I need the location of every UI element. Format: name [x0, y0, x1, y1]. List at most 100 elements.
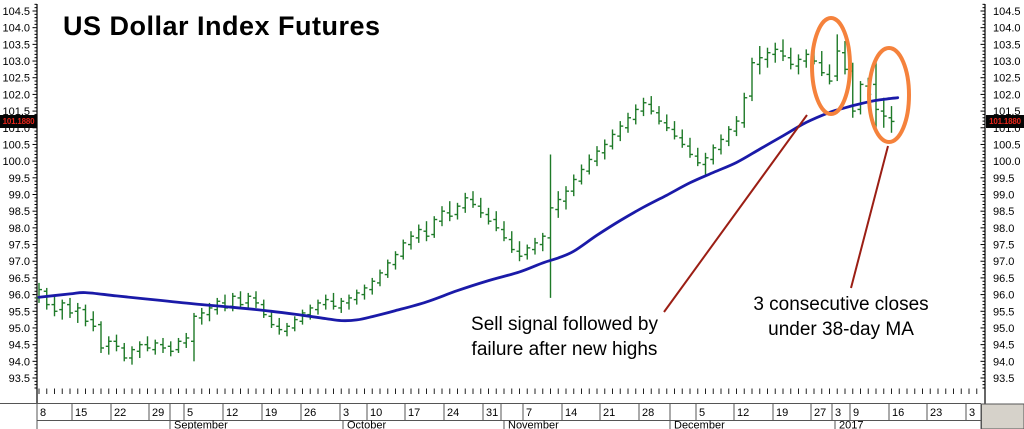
- ohlc-bar: [260, 299, 267, 318]
- week-label: 7: [526, 407, 532, 419]
- ohlc-bar: [617, 121, 624, 142]
- ohlc-bar: [532, 237, 538, 255]
- ohlc-bar: [198, 307, 205, 325]
- week-label: 24: [447, 407, 459, 419]
- y-tick-label: 98.0: [9, 223, 30, 235]
- y-tick-label: 93.5: [993, 373, 1014, 385]
- ohlc-bar: [477, 197, 484, 218]
- month-label: September: [174, 420, 228, 429]
- ohlc-bar: [67, 297, 73, 318]
- ohlc-bar: [516, 241, 523, 262]
- ohlc-bar: [857, 81, 864, 115]
- ohlc-bar: [369, 277, 376, 295]
- week-label: 14: [565, 407, 577, 419]
- y-tick-label: 103.5: [993, 39, 1021, 51]
- ohlc-bar: [462, 192, 469, 213]
- ohlc-bar: [191, 312, 197, 362]
- annotation-sell-signal-line1: Sell signal followed by: [471, 314, 658, 335]
- y-tick-label: 97.0: [9, 256, 30, 268]
- ohlc-bar: [880, 97, 887, 128]
- ohlc-bar: [780, 39, 786, 62]
- annotation-sell-signal-line2: failure after new highs: [471, 339, 658, 360]
- ohlc-bar: [136, 341, 143, 358]
- ohlc-bar: [787, 47, 794, 70]
- ohlc-bar: [764, 47, 771, 68]
- week-label: 9: [853, 407, 859, 419]
- week-label: 21: [603, 407, 615, 419]
- y-tick-label: 95.0: [993, 323, 1014, 335]
- y-tick-label: 95.5: [9, 306, 30, 318]
- ohlc-bar: [408, 231, 414, 250]
- ohlc-bar: [338, 297, 345, 313]
- week-label: 27: [814, 407, 826, 419]
- ohlc-bar: [795, 54, 802, 75]
- ohlc-bar: [175, 337, 182, 353]
- ohlc-bar: [377, 269, 383, 287]
- month-label: October: [347, 420, 386, 429]
- ohlc-bar: [74, 302, 81, 323]
- ohlc-bar: [160, 337, 166, 353]
- ohlc-bar: [439, 206, 445, 227]
- ohlc-bar: [315, 299, 321, 315]
- y-tick-label: 99.5: [993, 173, 1014, 185]
- y-tick-label: 96.5: [9, 273, 30, 285]
- ohlc-bar: [679, 129, 686, 148]
- ohlc-bar: [59, 299, 66, 320]
- y-tick-label: 103.0: [2, 56, 30, 68]
- ohlc-bar: [687, 137, 693, 158]
- ohlc-bar: [834, 34, 841, 82]
- y-tick-label: 104.5: [993, 6, 1021, 18]
- ohlc-bar: [222, 294, 228, 312]
- scale-end-cap: [981, 403, 1024, 429]
- ohlc-bar: [772, 42, 779, 63]
- week-label: 16: [892, 407, 904, 419]
- week-label: 12: [737, 407, 749, 419]
- ohlc-bar: [245, 292, 252, 310]
- ohlc-bar-series: [36, 34, 895, 365]
- y-tick-label: 94.5: [9, 340, 30, 352]
- y-tick-label: 104.0: [2, 23, 30, 35]
- y-tick-label: 95.0: [9, 323, 30, 335]
- ohlc-bar: [299, 309, 306, 325]
- ohlc-bar: [539, 232, 546, 252]
- ohlc-bar: [105, 336, 112, 355]
- ohlc-bar: [710, 144, 717, 165]
- ohlc-bar: [485, 207, 492, 225]
- week-label: 15: [75, 407, 87, 419]
- y-tick-label: 102.0: [993, 89, 1021, 101]
- ohlc-bar: [253, 291, 259, 308]
- y-tick-label: 96.0: [9, 290, 30, 302]
- ohlc-bar: [82, 304, 89, 327]
- y-tick-label: 98.5: [993, 206, 1014, 218]
- ohlc-bar: [113, 334, 120, 352]
- annotation-ma-break: 3 consecutive closes under 38-day MA: [737, 292, 945, 342]
- highlight-ellipse: [810, 16, 852, 116]
- week-label: 17: [408, 407, 420, 419]
- last-price-flag-left: 101.1880: [0, 115, 37, 128]
- ohlc-bar: [167, 341, 174, 357]
- y-tick-label: 99.0: [9, 190, 30, 202]
- ohlc-bar: [346, 294, 352, 310]
- ohlc-bar: [90, 311, 97, 332]
- y-tick-label: 99.0: [993, 190, 1014, 202]
- week-label: 5: [699, 407, 705, 419]
- y-tick-label: 100.5: [2, 139, 30, 151]
- ohlc-bar: [702, 152, 709, 175]
- ma-38day-line: [37, 96, 900, 323]
- ohlc-bar: [508, 231, 515, 253]
- ohlc-bar: [826, 64, 833, 85]
- y-tick-label: 102.0: [2, 89, 30, 101]
- ohlc-bar: [671, 121, 678, 140]
- ohlc-bar: [663, 114, 670, 132]
- week-label: 23: [930, 407, 942, 419]
- ohlc-bar: [392, 251, 399, 270]
- callout-lines: [663, 114, 889, 313]
- ohlc-bar: [818, 51, 825, 77]
- ohlc-bar: [51, 296, 58, 317]
- ohlc-bar: [563, 186, 569, 210]
- y-tick-label: 103.5: [2, 39, 30, 51]
- ohlc-bar: [749, 57, 755, 102]
- highlight-ellipse: [867, 46, 911, 144]
